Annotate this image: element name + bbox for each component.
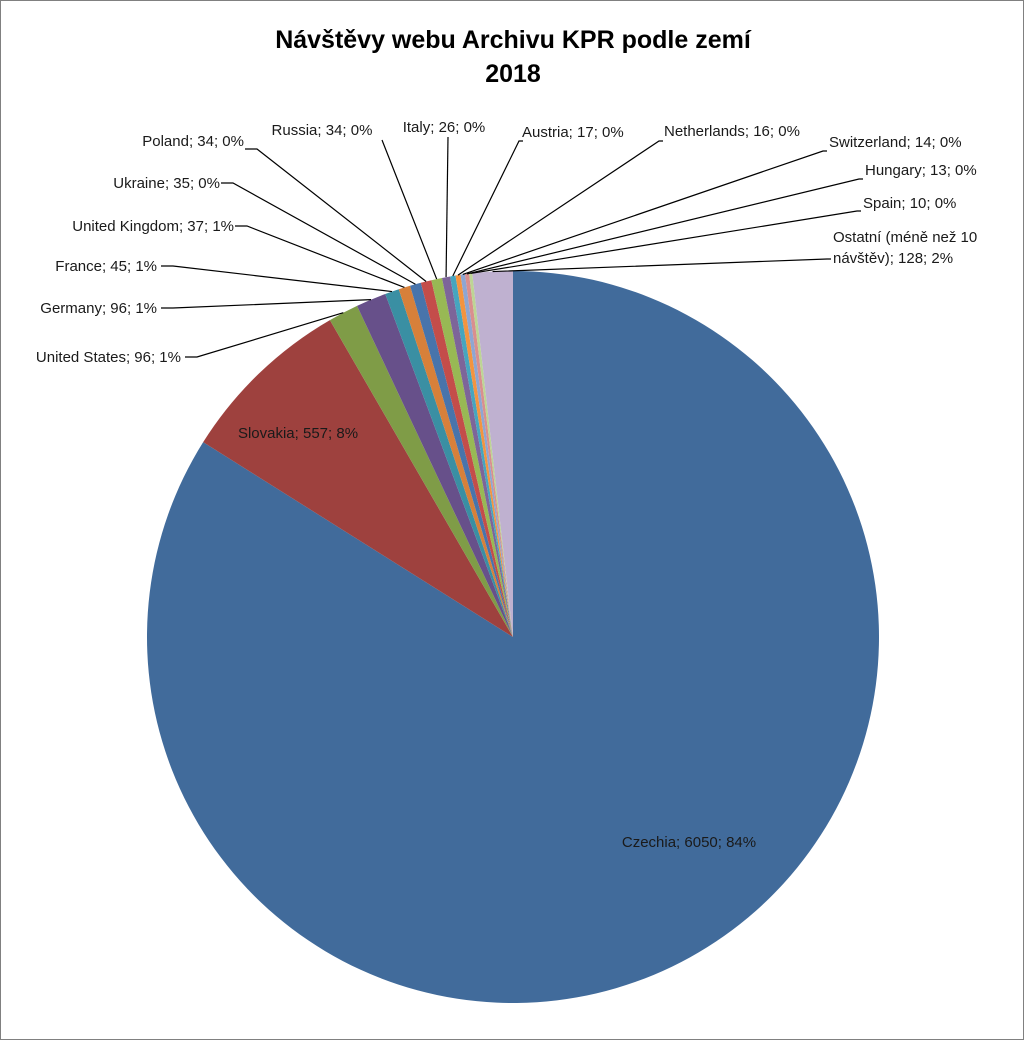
leader-line-austria [452, 140, 523, 277]
data-label-slovakia: Slovakia; 557; 8% [238, 425, 358, 442]
data-label-united-states: United States; 96; 1% [36, 349, 181, 366]
leader-line-hungary [466, 178, 863, 275]
data-label-czechia: Czechia; 6050; 84% [622, 834, 756, 851]
data-label-ostatni-mene-nez-10-navstev: Ostatní (méně než 10 návštěv); 128; 2% [833, 229, 977, 267]
data-label-germany: Germany; 96; 1% [40, 300, 157, 317]
labels-layer: Czechia; 6050; 84% Slovakia; 557; 8% Unite… [36, 119, 977, 851]
pie-slice-switzerland [460, 274, 513, 637]
pie-slice-ostatni-mene-nez-10-navstev [472, 271, 513, 637]
chart-title-year: 2018 [485, 60, 541, 88]
leader-line-united-states [185, 312, 344, 358]
pie-slice-netherlands [455, 274, 513, 637]
pie-slice-united-states [329, 305, 513, 637]
pie-slice-italy [441, 276, 513, 637]
data-label-austria: Austria; 17; 0% [522, 124, 624, 141]
pie-slice-czechia [146, 271, 880, 1003]
leader-line-ostatni-mene-nez-10-navstev [492, 258, 831, 273]
leader-line-united-kingdom [235, 225, 405, 289]
data-label-switzerland: Switzerland; 14; 0% [829, 134, 962, 151]
pie-slice-united-kingdom [398, 285, 513, 637]
data-label-ukraine: Ukraine; 35; 0% [113, 175, 220, 192]
leader-line-switzerland [462, 150, 827, 276]
data-label-russia: Russia; 34; 0% [272, 122, 373, 139]
leader-line-france [161, 265, 393, 293]
leader-line-spain [470, 210, 861, 275]
leader-lines-layer [161, 136, 863, 358]
data-label-united-kingdom: United Kingdom; 37; 1% [72, 218, 234, 235]
pie-slice-russia [431, 277, 513, 637]
data-label-italy: Italy; 26; 0% [403, 119, 486, 136]
pie-slice-poland [420, 280, 513, 637]
leader-line-russia [381, 139, 438, 280]
data-label-hungary: Hungary; 13; 0% [865, 162, 977, 179]
leader-line-netherlands [457, 140, 663, 276]
chart-title: Návštěvy webu Archivu KPR podle zemí 201… [1, 23, 1023, 91]
data-label-netherlands: Netherlands; 16; 0% [664, 123, 800, 140]
slices-layer [146, 271, 880, 1003]
pie-slice-ukraine [410, 282, 513, 637]
chart-title-main: Návštěvy webu Archivu KPR podle zemí [275, 26, 751, 54]
pie-slice-france [385, 289, 513, 637]
leader-line-germany [161, 299, 372, 309]
pie-slice-spain [469, 273, 513, 637]
data-label-france: France; 45; 1% [55, 258, 157, 275]
pie-slice-hungary [464, 273, 513, 637]
data-label-poland: Poland; 34; 0% [142, 133, 244, 150]
pie-slice-slovakia [203, 320, 514, 637]
pie-slice-austria [450, 275, 513, 637]
data-label-spain: Spain; 10; 0% [863, 195, 956, 212]
pie-slice-germany [357, 294, 513, 637]
leader-line-italy [445, 136, 449, 278]
leader-line-ukraine [221, 182, 416, 285]
leader-line-poland [245, 148, 427, 282]
